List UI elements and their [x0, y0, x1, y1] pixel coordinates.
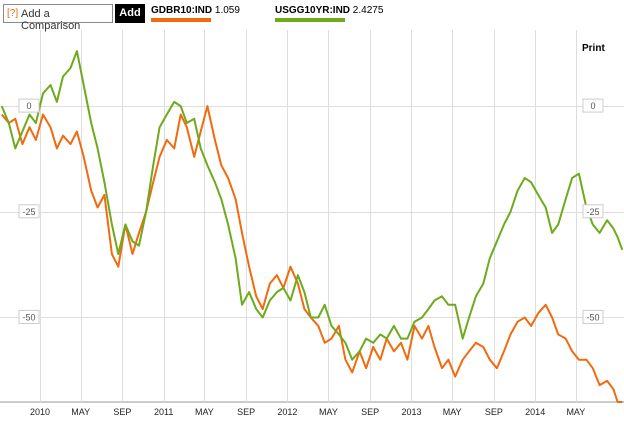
- x-tick-label: 2012: [277, 407, 297, 417]
- y-tick-label-left: -50: [22, 312, 35, 322]
- add-button[interactable]: Add: [115, 4, 145, 23]
- y-tick-label-left: 0: [26, 101, 31, 111]
- y-tick-label-box-left: [18, 309, 40, 324]
- x-tick-label: 2014: [525, 407, 545, 417]
- legend-series-value: 1.059: [214, 5, 240, 16]
- series-lines: [0, 50, 624, 403]
- legend-series-name: GDBR10:IND: [151, 5, 213, 16]
- x-tick-label: MAY: [319, 407, 338, 417]
- x-tick-label: 2010: [30, 407, 50, 417]
- add-comparison-label: Add a Comparison: [21, 8, 81, 32]
- x-tick-label: SEP: [113, 407, 131, 417]
- y-tick-label-box-right: [582, 98, 604, 113]
- x-tick-label: 2011: [154, 407, 173, 417]
- x-tick-label: MAY: [566, 407, 585, 417]
- y-tick-label-right: -25: [586, 207, 599, 217]
- legend-swatch-usgg10yr: [275, 18, 345, 22]
- help-icon[interactable]: [?]: [7, 8, 19, 19]
- print-link[interactable]: Print: [582, 43, 605, 54]
- add-comparison-input[interactable]: [?] Add a Comparison: [3, 4, 113, 32]
- x-tick-label: SEP: [361, 407, 379, 417]
- toolbar: [?] Add a Comparison Add GDBR10:IND 1.05…: [0, 0, 624, 32]
- x-tick-label: MAY: [71, 407, 90, 417]
- y-tick-label-right: -50: [586, 312, 599, 322]
- y-tick-label-right: 0: [590, 101, 595, 111]
- y-axis-labels: 0 0 -25 -25 -50 -50: [18, 98, 604, 324]
- x-tick-label: MAY: [195, 407, 214, 417]
- x-tick-label: MAY: [443, 407, 462, 417]
- y-tick-label-box-left: [18, 204, 40, 219]
- series-line-usgg10yr-ind: [0, 50, 624, 361]
- legend-series-name: USGG10YR:IND: [275, 5, 351, 16]
- x-axis-labels: 2010 MAY SEP 2011 MAY SEP 2012 MAY SEP 2013 MAY SEP…: [30, 407, 585, 417]
- legend-swatch-gdbr10: [151, 18, 211, 22]
- y-tick-label-box-right: [582, 204, 604, 219]
- legend-item-gdbr10[interactable]: GDBR10:IND 1.059: [151, 5, 240, 16]
- y-tick-label-box-left: [18, 98, 40, 113]
- grid: [0, 30, 624, 403]
- legend-series-value: 2.4275: [352, 5, 384, 16]
- legend-item-usgg10yr[interactable]: USGG10YR:IND 2.4275: [275, 5, 383, 16]
- x-tick-label: SEP: [237, 407, 255, 417]
- x-tick-label: SEP: [485, 407, 503, 417]
- y-tick-label-left: -25: [22, 207, 35, 217]
- y-tick-label-box-right: [582, 309, 604, 324]
- series-line-gdbr10-ind: [0, 105, 623, 403]
- x-tick-label: 2013: [401, 407, 421, 417]
